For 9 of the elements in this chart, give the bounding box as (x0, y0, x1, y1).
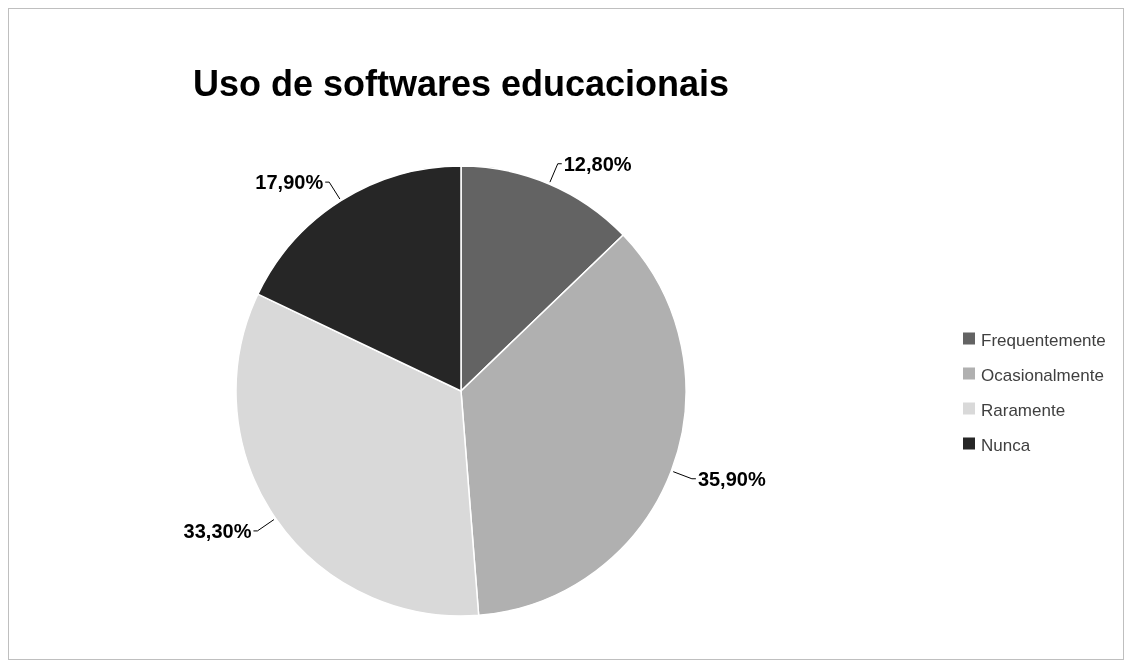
legend-label: Nunca (981, 435, 1031, 455)
legend-label: Frequentemente (981, 330, 1106, 350)
chart-title: Uso de softwares educacionais (192, 63, 730, 104)
legend-label: Raramente (981, 400, 1066, 420)
data-label: 35,90% (697, 467, 766, 490)
data-label: 17,90% (255, 171, 324, 194)
legend-label: Ocasionalmente (981, 365, 1104, 385)
data-label: 33,30% (183, 519, 252, 542)
data-label: 12,80% (563, 152, 632, 175)
